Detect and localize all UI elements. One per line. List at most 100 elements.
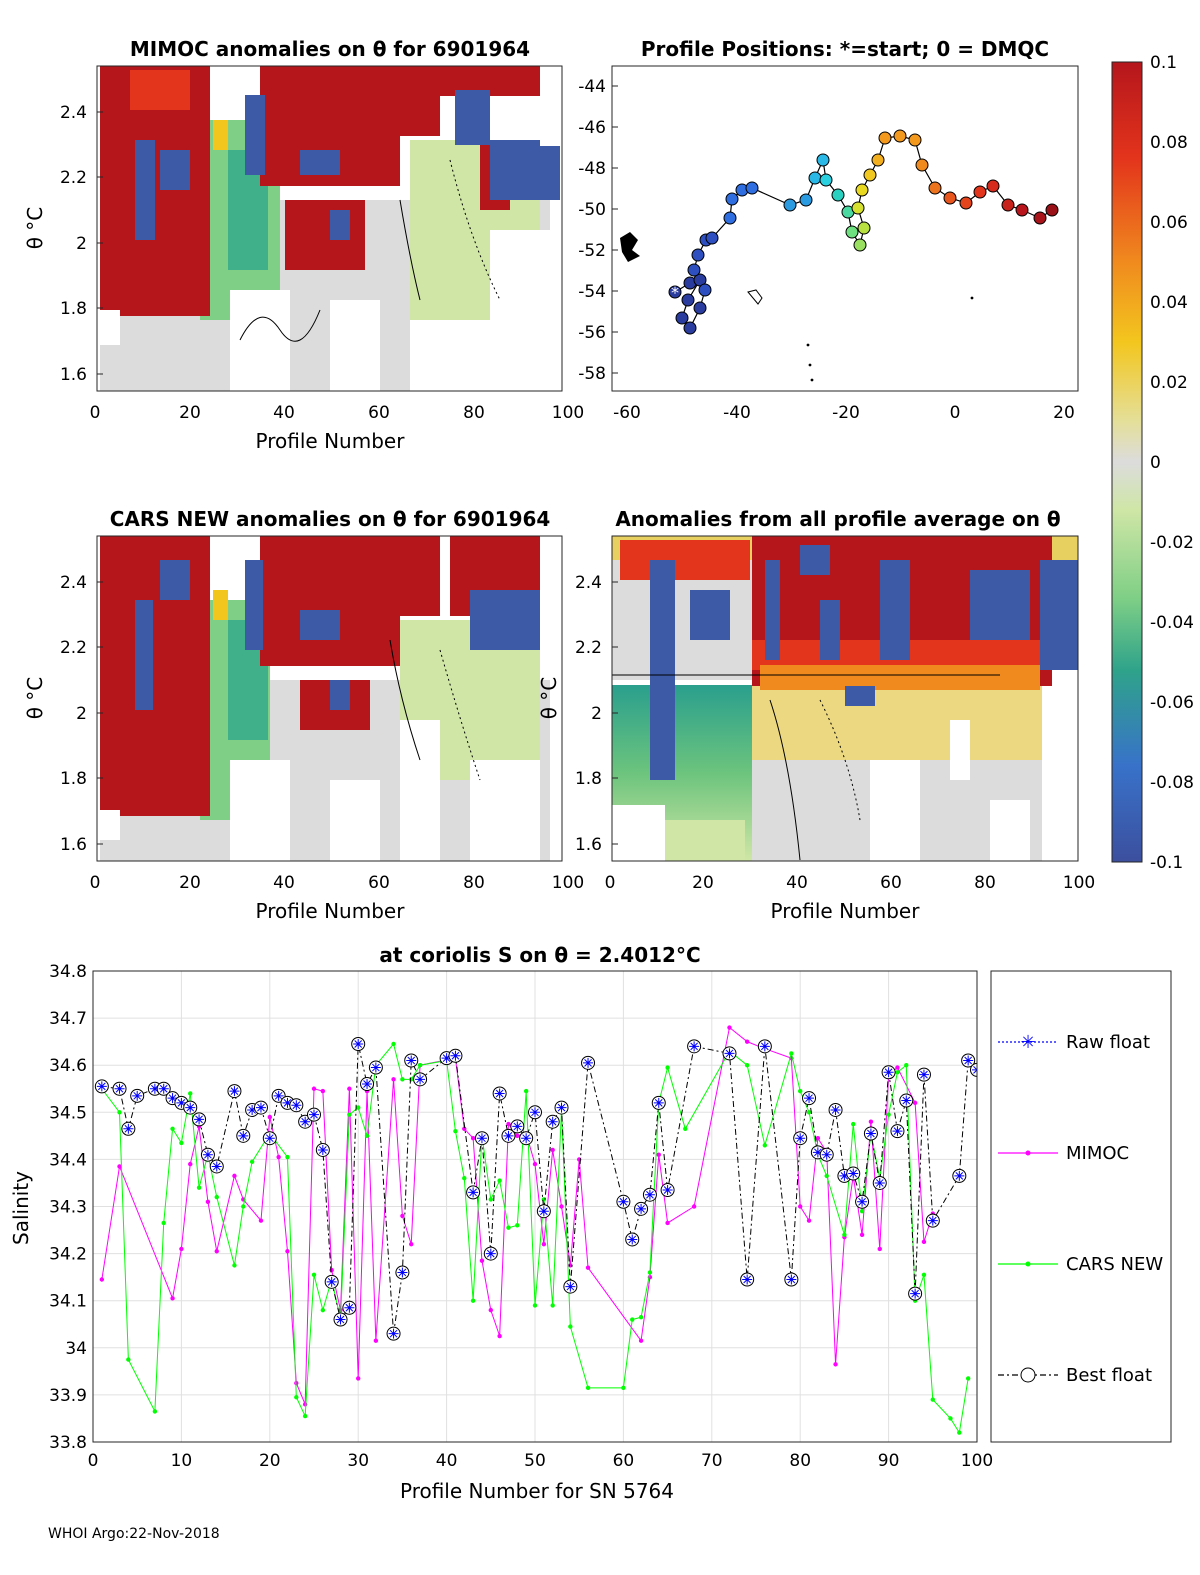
- raw-float-point: [883, 1067, 894, 1078]
- position-marker: [878, 131, 892, 145]
- avg-xtick-label: 40: [786, 873, 808, 893]
- footer-text: WHOI Argo:22-Nov-2018: [48, 1526, 220, 1542]
- y-tick-label: 33.8: [49, 1433, 87, 1453]
- position-marker: [683, 321, 697, 335]
- colorbar-tick-label: -0.02: [1150, 533, 1194, 553]
- cars-point: [488, 1197, 493, 1202]
- mimoc-point: [859, 1232, 865, 1237]
- raw-float-point: [344, 1302, 355, 1313]
- mimoc-xtick-label: 20: [179, 403, 201, 423]
- cars-panel: CARS NEW anomalies on θ for 6901964: [23, 507, 584, 923]
- cars-point: [364, 1133, 370, 1139]
- mimoc-point: [276, 1154, 281, 1160]
- raw-float-point: [927, 1215, 938, 1226]
- cars-point: [347, 1112, 352, 1117]
- position-marker: [908, 133, 922, 147]
- salinity-xlabel: Profile Number for SN 5764: [400, 1479, 674, 1503]
- raw-float-point: [627, 1234, 638, 1245]
- raw-float-point: [804, 1093, 815, 1104]
- position-marker: [855, 183, 869, 197]
- cars-point: [886, 1112, 891, 1117]
- positions-panel-title: Profile Positions: *=start; 0 = DMQC: [641, 37, 1049, 61]
- raw-float-point: [476, 1133, 487, 1144]
- cars-point: [356, 1105, 361, 1110]
- mimoc-point: [311, 1086, 317, 1091]
- raw-float-point: [370, 1062, 381, 1073]
- position-marker: [1001, 198, 1015, 212]
- raw-float-point: [114, 1083, 125, 1094]
- raw-float-point: [954, 1170, 965, 1181]
- mimoc-point: [320, 1088, 326, 1094]
- position-marker: [816, 153, 830, 167]
- mimoc-point: [691, 1204, 697, 1209]
- avg-ytick-label: 2.2: [575, 638, 602, 658]
- legend-entry-best: Best float: [998, 1365, 1152, 1386]
- cars-point: [470, 1298, 476, 1303]
- raw-float-point: [636, 1203, 647, 1214]
- salinity-chart: at coriolis S on θ = 2.4012°C 0 10 20 30 40 5…: [9, 943, 993, 1503]
- mimoc-point: [373, 1338, 379, 1343]
- mimoc-point: [409, 1241, 414, 1247]
- mimoc-point: [665, 1220, 670, 1226]
- mimoc-xtick-label: 40: [273, 403, 295, 423]
- positions-ytick-label: -50: [578, 200, 606, 220]
- raw-float-point: [583, 1057, 594, 1068]
- avg-ytick-label: 2.4: [575, 573, 602, 593]
- legend-label: Raw float: [1066, 1032, 1150, 1053]
- mimoc-xtick-label: 60: [368, 403, 390, 423]
- raw-float-point: [96, 1081, 107, 1092]
- raw-float-point: [494, 1088, 505, 1099]
- raw-float-point: [335, 1314, 346, 1325]
- cars-point: [806, 1110, 812, 1115]
- x-tick-label: 60: [613, 1451, 635, 1471]
- position-marker: [783, 198, 797, 212]
- raw-float-point: [468, 1187, 479, 1198]
- mimoc-point: [258, 1218, 264, 1223]
- cars-point: [550, 1303, 555, 1308]
- mimoc-point: [205, 1199, 211, 1204]
- raw-float-point: [618, 1196, 629, 1207]
- cars-y-ticks: 2.4 2.2 2 1.8 1.6: [60, 573, 103, 855]
- salinity-ylabel: Salinity: [9, 1171, 33, 1245]
- raw-float-point: [521, 1133, 532, 1144]
- cars-point: [798, 1088, 803, 1094]
- mimoc-point: [356, 1376, 361, 1381]
- mimoc-point: [921, 1239, 927, 1245]
- mimoc-point: [400, 1213, 405, 1219]
- cars-xtick-label: 0: [90, 873, 101, 893]
- cars-point: [409, 1077, 414, 1082]
- x-tick-label: 30: [347, 1451, 369, 1471]
- y-tick-label: 34: [65, 1339, 87, 1359]
- mimoc-heatmap: [97, 66, 562, 391]
- position-marker: [1045, 203, 1059, 217]
- mimoc-point: [515, 1133, 520, 1139]
- x-tick-label: 0: [88, 1451, 99, 1471]
- cars-ytick-label: 2: [76, 704, 87, 724]
- mimoc-point: [895, 1065, 900, 1070]
- x-tick-label: 40: [436, 1451, 458, 1471]
- positions-ytick-label: -56: [578, 323, 606, 343]
- avg-xlabel: Profile Number: [771, 899, 921, 923]
- raw-float-point: [512, 1121, 523, 1132]
- raw-float-point: [441, 1053, 452, 1064]
- colorbar-tick-label: 0.08: [1150, 133, 1188, 153]
- avg-heatmap: [612, 536, 1078, 861]
- mimoc-point: [347, 1086, 352, 1091]
- cars-point: [532, 1303, 538, 1308]
- cars-point: [285, 1154, 290, 1160]
- cars-point: [683, 1126, 688, 1131]
- x-tick-label: 100: [961, 1451, 993, 1471]
- circle-marker-icon: [1020, 1367, 1036, 1383]
- position-marker: [745, 181, 759, 195]
- cars-point: [453, 1128, 458, 1134]
- mimoc-panel: MIMOC anomalies on θ for 6901964: [23, 37, 584, 453]
- mimoc-point: [532, 1161, 538, 1167]
- position-marker: [691, 248, 705, 262]
- raw-float-point: [317, 1144, 328, 1155]
- position-marker: [986, 179, 1000, 193]
- raw-float-point: [759, 1041, 770, 1052]
- positions-ytick-label: -48: [578, 159, 606, 179]
- cars-point: [117, 1110, 122, 1115]
- mimoc-point: [912, 1100, 918, 1106]
- colorbar-tick-label: -0.1: [1150, 853, 1183, 873]
